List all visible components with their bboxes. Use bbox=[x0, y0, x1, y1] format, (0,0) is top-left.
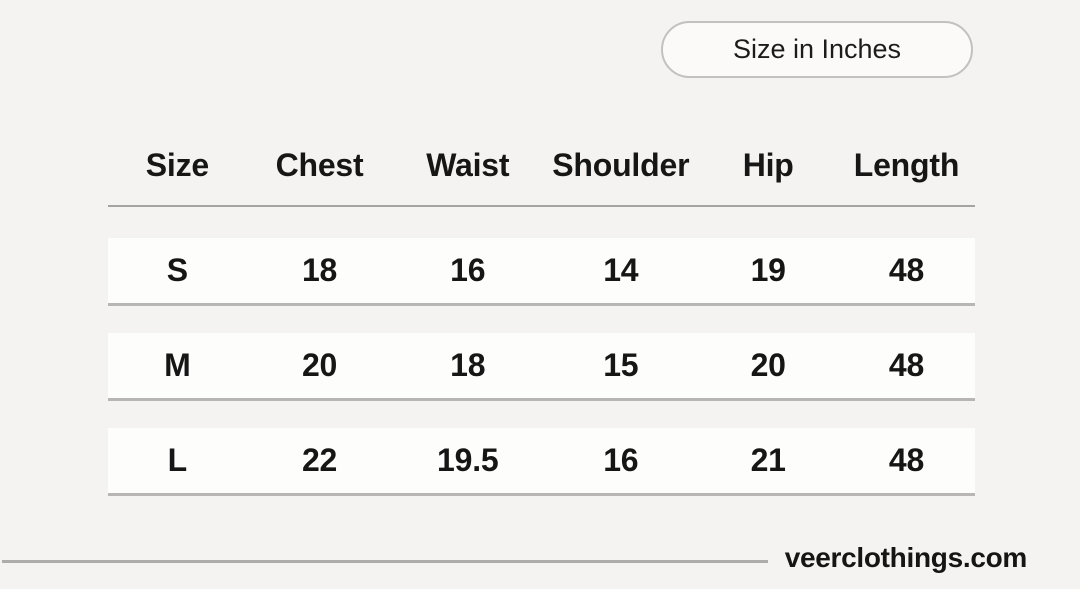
table-cell: 22 bbox=[301, 442, 338, 478]
size-label: M bbox=[164, 347, 191, 383]
table-cell: 19.5 bbox=[437, 442, 499, 478]
table-cell: 48 bbox=[888, 252, 925, 288]
table-cell: 48 bbox=[888, 442, 925, 478]
table-row-s: S 18 16 14 19 48 bbox=[108, 238, 975, 306]
header-divider bbox=[108, 205, 975, 207]
table-cell: 15 bbox=[603, 347, 639, 383]
table-cell: 19 bbox=[750, 252, 786, 288]
column-header-chest: Chest bbox=[275, 146, 364, 183]
column-header-length: Length bbox=[853, 146, 960, 183]
table-cell: 20 bbox=[750, 347, 786, 383]
table-cell: 18 bbox=[450, 347, 486, 383]
unit-toggle-button[interactable]: Size in Inches bbox=[661, 21, 973, 78]
table-cell: 16 bbox=[603, 442, 639, 478]
table-cell: 48 bbox=[888, 347, 925, 383]
table-cell: 14 bbox=[603, 252, 639, 288]
table-row-m: M 20 18 15 20 48 bbox=[108, 333, 975, 401]
column-header-shoulder: Shoulder bbox=[552, 146, 690, 183]
size-label: S bbox=[166, 252, 188, 288]
table-cell: 18 bbox=[301, 252, 338, 288]
footer-divider bbox=[2, 560, 768, 563]
table-cell: 21 bbox=[750, 442, 786, 478]
column-header-size: Size bbox=[145, 146, 209, 183]
column-header-waist: Waist bbox=[426, 146, 510, 183]
website-text: veerclothings.com bbox=[784, 542, 1028, 573]
column-header-hip: Hip bbox=[742, 146, 794, 183]
table-header-row: Size Chest Waist Shoulder Hip Length bbox=[108, 139, 975, 191]
table-row-l: L 22 19.5 16 21 48 bbox=[108, 428, 975, 496]
table-cell: 16 bbox=[450, 252, 486, 288]
size-label: L bbox=[167, 442, 188, 478]
table-cell: 20 bbox=[301, 347, 338, 383]
